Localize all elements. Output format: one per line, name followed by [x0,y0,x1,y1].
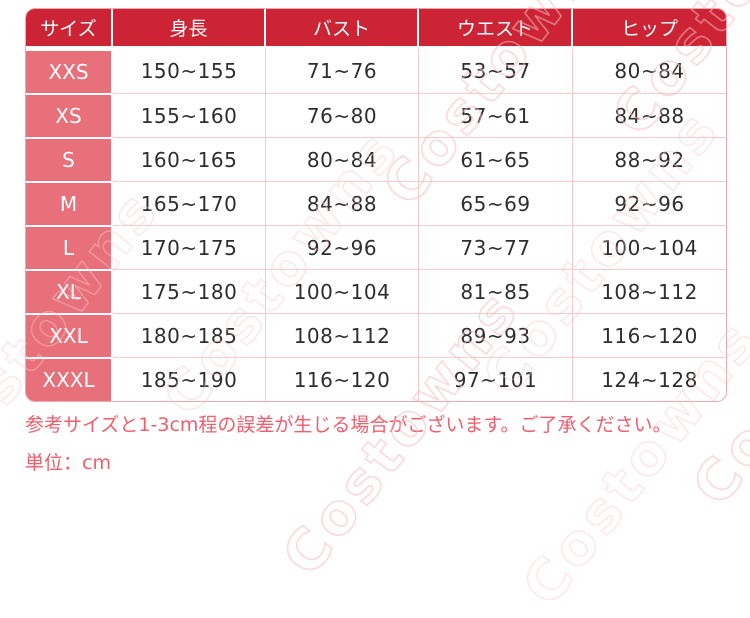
tolerance-note: 参考サイズと1-3cm程の誤差が生じる場合がございます。ご了承ください。 [25,414,672,436]
measurement-cell: 100~104 [573,225,726,269]
size-label-cell: XXL [26,313,113,357]
measurement-cell: 84~88 [573,93,726,137]
header-cell-0: サイズ [26,9,113,49]
size-table: サイズ 身長 バスト ウエスト ヒップ XXS 150~155 71~76 53~57 80~84… [25,8,727,402]
unit-note: 単位：cm [25,451,111,474]
size-label-cell: M [26,181,113,225]
size-label-cell: XXXL [26,357,113,401]
measurement-cell: 81~85 [419,269,573,313]
measurement-cell: 61~65 [419,137,573,181]
table-footnotes: 参考サイズと1-3cm程の誤差が生じる場合がございます。ご了承ください。 単位：… [25,412,672,476]
header-cell-3: ウエスト [419,9,573,49]
measurement-cell: 80~84 [573,49,726,93]
measurement-cell: 165~170 [113,181,266,225]
measurement-cell: 185~190 [113,357,266,401]
measurement-cell: 73~77 [419,225,573,269]
measurement-cell: 92~96 [573,181,726,225]
measurement-cell: 170~175 [113,225,266,269]
measurement-cell: 108~112 [266,313,419,357]
header-cell-2: バスト [266,9,419,49]
measurement-cell: 53~57 [419,49,573,93]
measurement-cell: 180~185 [113,313,266,357]
measurement-cell: 71~76 [266,49,419,93]
measurement-cell: 175~180 [113,269,266,313]
header-cell-1: 身長 [113,9,266,49]
measurement-cell: 88~92 [573,137,726,181]
measurement-cell: 108~112 [573,269,726,313]
measurement-cell: 65~69 [419,181,573,225]
measurement-cell: 76~80 [266,93,419,137]
measurement-cell: 92~96 [266,225,419,269]
measurement-cell: 150~155 [113,49,266,93]
measurement-cell: 116~120 [573,313,726,357]
measurement-cell: 89~93 [419,313,573,357]
measurement-cell: 97~101 [419,357,573,401]
size-label-cell: L [26,225,113,269]
measurement-cell: 116~120 [266,357,419,401]
size-label-cell: XXS [26,49,113,93]
measurement-cell: 84~88 [266,181,419,225]
size-label-cell: XS [26,93,113,137]
header-cell-4: ヒップ [573,9,726,49]
size-label-cell: S [26,137,113,181]
measurement-cell: 100~104 [266,269,419,313]
measurement-cell: 160~165 [113,137,266,181]
measurement-cell: 155~160 [113,93,266,137]
measurement-cell: 80~84 [266,137,419,181]
measurement-cell: 57~61 [419,93,573,137]
measurement-cell: 124~128 [573,357,726,401]
size-label-cell: XL [26,269,113,313]
